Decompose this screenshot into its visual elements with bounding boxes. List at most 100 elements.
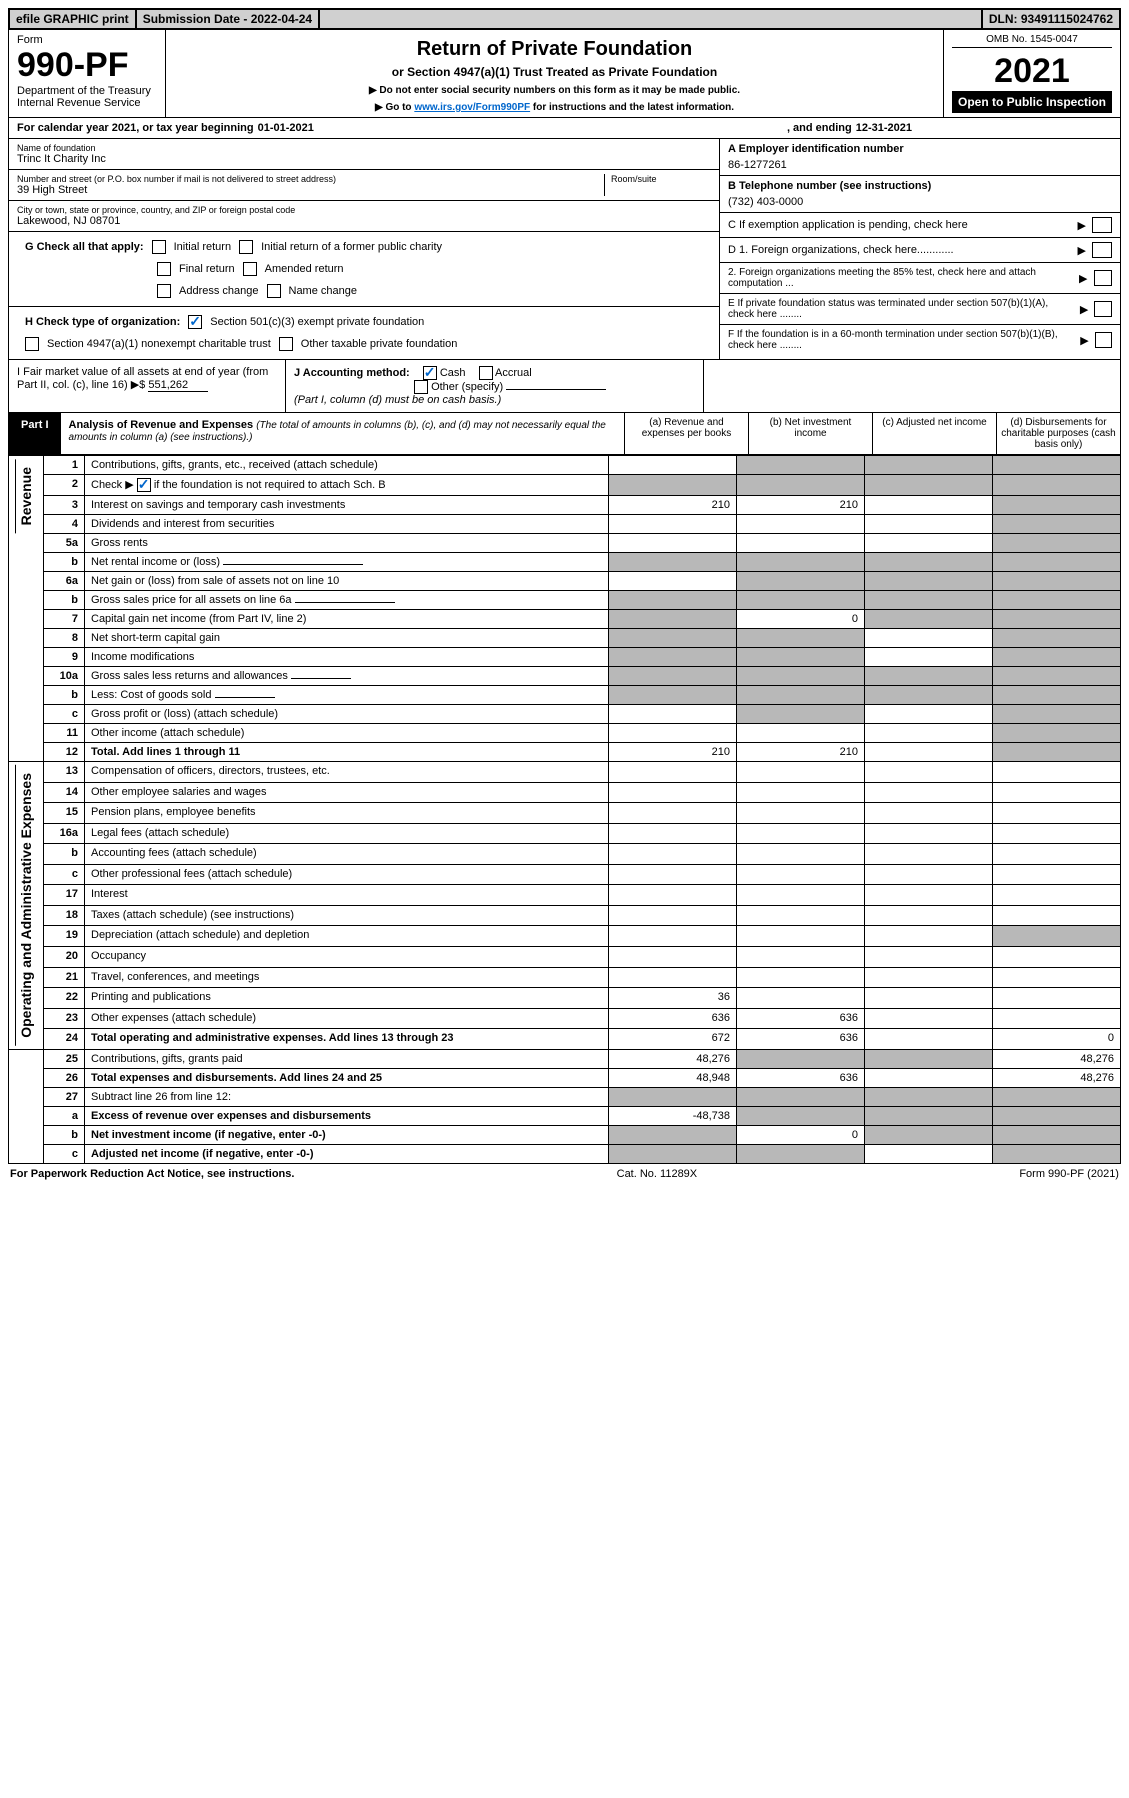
table-row: 4Dividends and interest from securities <box>9 515 1121 534</box>
e-checkbox[interactable] <box>1094 301 1112 317</box>
tax-year: 2021 <box>952 52 1112 91</box>
h-cell: H Check type of organization: Section 50… <box>9 307 719 359</box>
d1-checkbox[interactable] <box>1092 242 1112 258</box>
initial-former-checkbox[interactable] <box>239 240 253 254</box>
table-row: 24Total operating and administrative exp… <box>9 1029 1121 1050</box>
f-label: F If the foundation is in a 60-month ter… <box>728 329 1074 351</box>
d2-checkbox[interactable] <box>1094 270 1113 286</box>
arrow-icon: ▶ <box>1080 303 1088 316</box>
j-cell: J Accounting method: Cash Accrual Other … <box>286 360 704 412</box>
table-row: 6aNet gain or (loss) from sale of assets… <box>9 572 1121 591</box>
schb-checkbox[interactable] <box>137 478 151 492</box>
form-subtitle: or Section 4947(a)(1) Trust Treated as P… <box>174 65 935 79</box>
accrual-checkbox[interactable] <box>479 366 493 380</box>
final-return-label: Final return <box>179 263 235 275</box>
final-return-checkbox[interactable] <box>157 262 171 276</box>
501c3-checkbox[interactable] <box>188 315 202 329</box>
form-header: Form 990-PF Department of the Treasury I… <box>8 30 1121 118</box>
c-checkbox[interactable] <box>1092 217 1112 233</box>
table-row: 9Income modifications <box>9 648 1121 667</box>
4947-checkbox[interactable] <box>25 337 39 351</box>
table-row: bLess: Cost of goods sold <box>9 686 1121 705</box>
table-row: 20Occupancy <box>9 947 1121 968</box>
addr-cell: Number and street (or P.O. box number if… <box>9 170 719 201</box>
efile-label: efile GRAPHIC print <box>10 10 135 28</box>
title-col: Return of Private Foundation or Section … <box>166 30 944 117</box>
501c3-label: Section 501(c)(3) exempt private foundat… <box>210 316 424 328</box>
r2-post: if the foundation is not required to att… <box>154 479 386 491</box>
table-row: 11Other income (attach schedule) <box>9 724 1121 743</box>
foundation-name: Trinc It Charity Inc <box>17 153 711 165</box>
table-row: 3Interest on savings and temporary cash … <box>9 496 1121 515</box>
tel-label: B Telephone number (see instructions) <box>728 180 931 192</box>
amended-return-label: Amended return <box>265 263 344 275</box>
table-row: 15Pension plans, employee benefits <box>9 803 1121 824</box>
h-label: H Check type of organization: <box>25 316 180 328</box>
city-state-zip: Lakewood, NJ 08701 <box>17 215 711 227</box>
f-cell-dup <box>704 360 1120 412</box>
table-row: 19Depreciation (attach schedule) and dep… <box>9 926 1121 947</box>
table-row: 26Total expenses and disbursements. Add … <box>9 1068 1121 1087</box>
street-address: 39 High Street <box>17 184 604 196</box>
form-title: Return of Private Foundation <box>174 38 935 61</box>
form-word: Form <box>17 34 157 46</box>
4947-label: Section 4947(a)(1) nonexempt charitable … <box>47 338 271 350</box>
name-cell: Name of foundation Trinc It Charity Inc <box>9 139 719 170</box>
col-b-head: (b) Net investment income <box>748 413 872 454</box>
table-row: aExcess of revenue over expenses and dis… <box>9 1106 1121 1125</box>
d2-row: 2. Foreign organizations meeting the 85%… <box>720 263 1120 294</box>
address-change-checkbox[interactable] <box>157 284 171 298</box>
name-change-checkbox[interactable] <box>267 284 281 298</box>
c-label: C If exemption application is pending, c… <box>728 219 968 231</box>
arrow-icon: ▶ <box>1078 219 1086 232</box>
table-row: bNet investment income (if negative, ent… <box>9 1125 1121 1144</box>
j-note: (Part I, column (d) must be on cash basi… <box>294 394 501 406</box>
col-a-head: (a) Revenue and expenses per books <box>624 413 748 454</box>
table-row: 17Interest <box>9 885 1121 906</box>
d1-row: D 1. Foreign organizations, check here..… <box>720 238 1120 263</box>
r2-pre: Check ▶ <box>91 479 134 491</box>
cash-checkbox[interactable] <box>423 366 437 380</box>
year-col: OMB No. 1545-0047 2021 Open to Public In… <box>944 30 1120 117</box>
table-row: 25Contributions, gifts, grants paid48,27… <box>9 1049 1121 1068</box>
g-label: G Check all that apply: <box>25 241 144 253</box>
table-row: 18Taxes (attach schedule) (see instructi… <box>9 905 1121 926</box>
name-change-label: Name change <box>289 285 358 297</box>
calyear-pre: For calendar year 2021, or tax year begi… <box>17 122 254 134</box>
calyear-end: 12-31-2021 <box>856 122 912 134</box>
top-bar: efile GRAPHIC print Submission Date - 20… <box>8 8 1121 30</box>
submission-date: Submission Date - 2022-04-24 <box>137 10 318 28</box>
other-taxable-label: Other taxable private foundation <box>301 338 458 350</box>
initial-return-checkbox[interactable] <box>152 240 166 254</box>
part1-desc: Analysis of Revenue and Expenses (The to… <box>61 413 624 454</box>
dept-treasury: Department of the Treasury <box>17 85 157 97</box>
f-checkbox[interactable] <box>1095 332 1112 348</box>
table-row: 8Net short-term capital gain <box>9 629 1121 648</box>
info-grid: Name of foundation Trinc It Charity Inc … <box>8 139 1121 360</box>
calendar-year-row: For calendar year 2021, or tax year begi… <box>8 118 1121 139</box>
ein-cell: A Employer identification number 86-1277… <box>720 139 1120 176</box>
irs-link[interactable]: www.irs.gov/Form990PF <box>414 102 530 113</box>
table-row: 5aGross rents <box>9 534 1121 553</box>
other-method-checkbox[interactable] <box>414 380 428 394</box>
cat-no: Cat. No. 11289X <box>617 1168 698 1180</box>
table-row: bNet rental income or (loss) <box>9 553 1121 572</box>
table-row: 27Subtract line 26 from line 12: <box>9 1087 1121 1106</box>
i-cell: I Fair market value of all assets at end… <box>9 360 286 412</box>
f-row: F If the foundation is in a 60-month ter… <box>720 325 1120 355</box>
other-taxable-checkbox[interactable] <box>279 337 293 351</box>
e-label: E If private foundation status was termi… <box>728 298 1074 320</box>
irs-label: Internal Revenue Service <box>17 97 157 109</box>
table-row: 23Other expenses (attach schedule)636636 <box>9 1008 1121 1029</box>
table-row: Revenue 1Contributions, gifts, grants, e… <box>9 456 1121 475</box>
city-cell: City or town, state or province, country… <box>9 201 719 232</box>
addr-label: Number and street (or P.O. box number if… <box>17 174 604 184</box>
arrow-icon: ▶ <box>1079 272 1087 285</box>
form-footer: Form 990-PF (2021) <box>1019 1168 1119 1180</box>
amended-return-checkbox[interactable] <box>243 262 257 276</box>
tel-cell: B Telephone number (see instructions) (7… <box>720 176 1120 213</box>
part1-table: Revenue 1Contributions, gifts, grants, e… <box>8 455 1121 1164</box>
other-method-label: Other (specify) <box>431 381 503 393</box>
open-public-badge: Open to Public Inspection <box>952 91 1112 113</box>
info-left: Name of foundation Trinc It Charity Inc … <box>9 139 720 359</box>
